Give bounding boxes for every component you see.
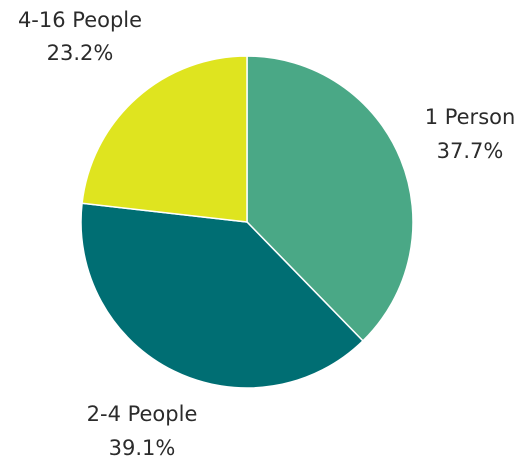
slice-label-2-4-people-name: 2-4 People	[87, 402, 198, 426]
pie-slice-1-person	[246, 55, 414, 342]
pie-slice-2-4-people	[80, 202, 364, 389]
pie-slice-4-16-people	[81, 55, 248, 223]
slice-label-4-16-people-name: 4-16 People	[18, 8, 142, 32]
slice-label-1-person-name: 1 Person	[425, 105, 516, 129]
pie-labels: 1 Person 37.7% 2-4 People 39.1% 4-16 Peo…	[18, 8, 515, 460]
slice-label-1-person-value: 37.7%	[437, 139, 504, 163]
slice-label-2-4-people-value: 39.1%	[109, 436, 176, 460]
slice-label-4-16-people-value: 23.2%	[47, 41, 114, 65]
pie-slices	[80, 55, 414, 389]
